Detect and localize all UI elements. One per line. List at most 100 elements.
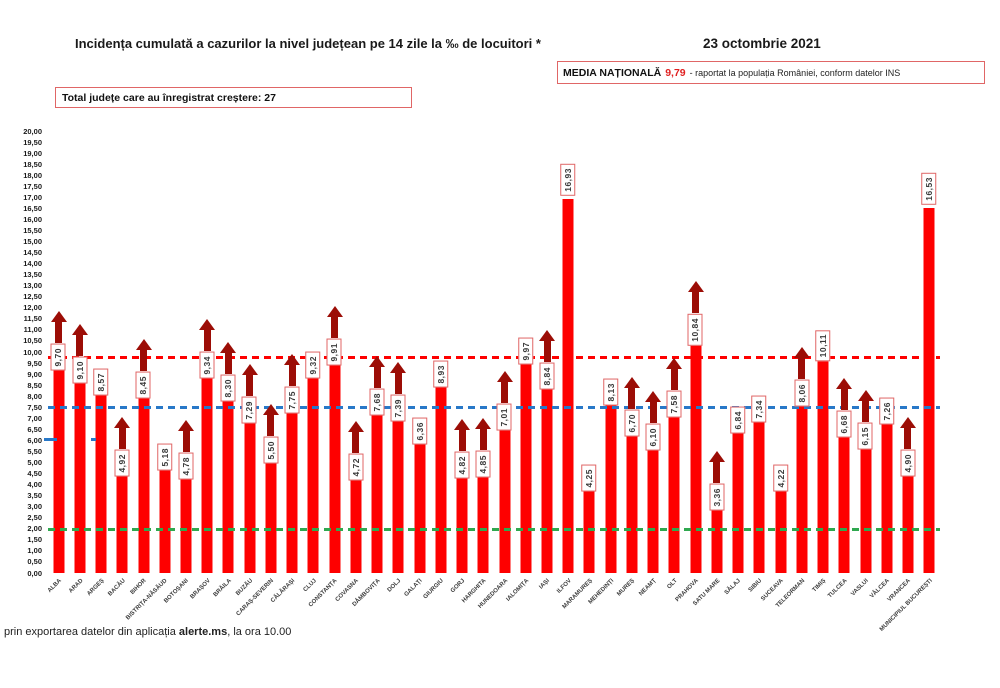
county-bar — [817, 349, 829, 573]
county-label: ARAD — [67, 578, 85, 595]
y-tick-label: 3,50 — [27, 491, 42, 501]
county-label: ARGEȘ — [86, 578, 106, 598]
county-bar — [775, 479, 787, 573]
bar-annotation: 3,36 — [708, 451, 725, 511]
bar-value-label: 6,84 — [730, 407, 746, 434]
bar-value-label: 5,50 — [263, 436, 279, 464]
bar-annotation: 4,82 — [454, 418, 471, 479]
bar-annotation: 10,84 — [687, 280, 704, 346]
bar-value-label: 8,84 — [539, 363, 555, 390]
arrow-head — [857, 389, 874, 401]
arrow-stem — [246, 375, 254, 397]
bar-annotation: 6,36 — [412, 417, 427, 445]
bar-annotation: 6,10 — [645, 390, 662, 451]
county-bar — [690, 333, 702, 573]
bar-group: 7,75 CĂLĂRAȘI — [270, 131, 303, 604]
bar-annotation: 7,68 — [369, 355, 386, 416]
y-tick-label: 18,50 — [23, 159, 42, 169]
county-bar — [711, 498, 723, 573]
bar-group: 4,85 HARGHITA — [461, 131, 494, 604]
bar-annotation: 5,18 — [157, 443, 173, 471]
y-tick-label: 9,00 — [27, 369, 42, 379]
county-bar — [435, 375, 447, 573]
y-tick-label: 15,00 — [23, 237, 42, 246]
bar-group: 16,93 ILFOV — [556, 131, 579, 595]
county-bar — [541, 377, 553, 573]
bar-annotation: 9,10 — [71, 324, 88, 384]
blue-tick-marker — [91, 438, 96, 441]
arrow-stem — [543, 341, 551, 363]
y-tick-label: 13,50 — [23, 270, 42, 280]
increase-arrow-icon — [793, 347, 810, 380]
arrow-head — [793, 347, 810, 359]
arrow-head — [454, 418, 471, 430]
increase-arrow-icon — [347, 421, 364, 454]
county-label: MUREȘ — [616, 578, 637, 598]
county-bar — [350, 468, 362, 573]
county-bar — [244, 411, 256, 573]
y-tick-label: 15,50 — [23, 225, 42, 235]
arrow-stem — [140, 349, 148, 371]
bar-value-label: 6,68 — [837, 410, 852, 438]
y-tick-label: 19,50 — [23, 137, 42, 147]
bar-value-label: 16,93 — [560, 164, 576, 196]
y-tick-label: 2,00 — [27, 524, 42, 534]
increase-arrow-icon — [836, 377, 853, 410]
bar-annotation: 4,78 — [178, 419, 195, 480]
y-tick-label: 11,50 — [23, 314, 42, 324]
county-bar — [286, 401, 298, 573]
bar-annotation: 8,93 — [433, 361, 449, 388]
bar-value-label: 8,57 — [93, 369, 109, 396]
y-tick-label: 17,50 — [23, 181, 42, 191]
bar-group: 8,57 ARGEȘ — [86, 131, 111, 597]
increase-arrow-icon — [369, 355, 386, 388]
bar-group: 6,15 VASLUI — [850, 131, 876, 597]
y-tick-label: 6,50 — [27, 424, 42, 434]
bar-annotation: 4,92 — [114, 416, 131, 477]
arrow-head — [241, 364, 258, 376]
county-bar — [626, 424, 638, 573]
bar-group: 7,34 SIBIU — [748, 131, 770, 594]
blue-threshold-line — [48, 406, 940, 410]
bar-value-label: 4,22 — [773, 465, 788, 492]
bar-value-label: 16,53 — [921, 172, 937, 205]
arrow-head — [71, 324, 88, 336]
arrow-stem — [118, 427, 126, 449]
arrow-stem — [55, 322, 63, 344]
arrow-stem — [203, 330, 211, 352]
bar-group: 4,78 BOTOȘANI — [164, 131, 196, 605]
bar-value-label: 8,13 — [603, 378, 618, 406]
arrow-stem — [224, 353, 232, 375]
arrow-head — [836, 377, 853, 389]
bar-annotation: 8,84 — [539, 330, 555, 390]
county-bar — [520, 352, 532, 573]
page-title: Incidența cumulată a cazurilor la nivel … — [75, 36, 541, 51]
bar-value-label: 7,29 — [242, 397, 257, 424]
y-tick-label: 5,50 — [27, 446, 42, 456]
county-bar — [95, 383, 107, 573]
bar-group: 9,32 CLUJ — [302, 131, 324, 593]
bar-annotation: 9,34 — [199, 319, 216, 379]
bar-annotation: 8,13 — [603, 378, 618, 406]
national-average-box: MEDIA NAȚIONALĂ 9,79 - raportat la popul… — [557, 61, 985, 84]
bar-annotation: 4,25 — [582, 464, 597, 492]
bar-group: 4,72 COVASNA — [335, 131, 366, 603]
county-bar — [796, 394, 808, 573]
bar-annotation: 8,45 — [135, 338, 152, 399]
bar-annotation: 6,15 — [857, 389, 874, 450]
footer-note-suffix: , la ora 10.00 — [227, 626, 292, 638]
bar-annotation: 8,06 — [793, 347, 810, 407]
bar-group: 7,29 BUZĂU — [235, 131, 260, 597]
bar-annotation: 9,70 — [50, 311, 67, 371]
total-increase-label: Total județe care au înregistrat creșter… — [62, 91, 276, 104]
bar-group: 6,36 GALAȚI — [404, 131, 430, 598]
y-tick-label: 17,00 — [23, 192, 42, 202]
bar-annotation: 7,75 — [284, 354, 301, 414]
increase-arrow-icon — [326, 306, 343, 339]
y-tick-label: 0,50 — [27, 557, 42, 567]
increase-arrow-icon — [496, 370, 513, 403]
arrow-head — [135, 338, 152, 350]
y-tick-label: 5,00 — [27, 458, 42, 467]
county-label: NEAMȚ — [638, 578, 658, 598]
bar-value-label: 4,78 — [178, 452, 194, 480]
